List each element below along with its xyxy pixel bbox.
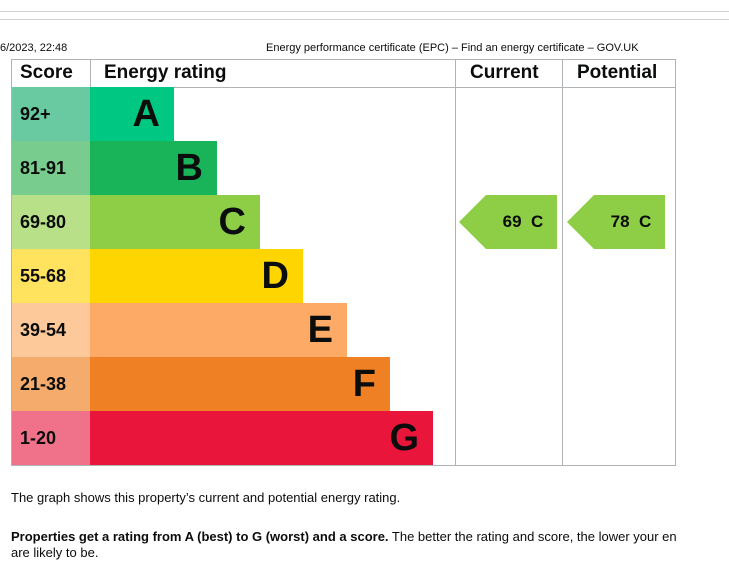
rating-explanation-line2: are likely to be.	[11, 545, 99, 560]
band-bar: C	[90, 195, 260, 249]
band-row-b: 81-91 B	[12, 141, 675, 195]
band-letter: A	[132, 93, 160, 135]
page-rule-top	[0, 11, 729, 12]
band-letter: D	[261, 255, 289, 297]
page-rule-top-2	[0, 19, 729, 20]
band-row-e: 39-54 E	[12, 303, 675, 357]
potential-rating-arrow: 78 C	[567, 195, 665, 249]
graph-description: The graph shows this property’s current …	[11, 490, 401, 505]
band-bar: A	[90, 87, 174, 141]
band-score: 55-68	[12, 249, 90, 303]
band-score: 81-91	[12, 141, 90, 195]
col-header-score: Score	[20, 62, 73, 83]
band-score: 1-20	[12, 411, 90, 465]
potential-rating-value: 78 C	[610, 212, 652, 231]
band-letter: F	[352, 363, 376, 405]
band-bar: G	[90, 411, 433, 465]
band-score: 92+	[12, 87, 90, 141]
band-letter: G	[389, 417, 419, 459]
band-letter: B	[175, 147, 203, 189]
rating-explanation: Properties get a rating from A (best) to…	[11, 529, 677, 561]
rating-explanation-bold: Properties get a rating from A (best) to…	[11, 529, 389, 544]
col-divider-current	[562, 60, 563, 465]
col-header-current: Current	[470, 62, 539, 83]
band-row-f: 21-38 F	[12, 357, 675, 411]
col-header-potential: Potential	[577, 62, 658, 83]
band-letter: E	[307, 309, 333, 351]
band-bar: D	[90, 249, 303, 303]
band-row-d: 55-68 D	[12, 249, 675, 303]
print-doc-title: Energy performance certificate (EPC) – F…	[266, 42, 639, 54]
col-divider-rating	[455, 60, 456, 465]
band-letter: C	[218, 201, 246, 243]
band-row-a: 92+ A	[12, 87, 675, 141]
current-rating-value: 69 C	[502, 212, 544, 231]
band-row-g: 1-20 G	[12, 411, 675, 465]
band-score: 21-38	[12, 357, 90, 411]
rating-explanation-rest: The better the rating and score, the low…	[388, 529, 677, 544]
col-header-rating: Energy rating	[104, 62, 227, 83]
epc-rating-graph: Score Energy rating Current Potential 92…	[11, 59, 676, 466]
band-score: 39-54	[12, 303, 90, 357]
band-row-c: 69-80 C	[12, 195, 675, 249]
print-datetime: 6/2023, 22:48	[0, 42, 68, 54]
band-bar: B	[90, 141, 217, 195]
band-bar: F	[90, 357, 390, 411]
header-divider	[12, 87, 675, 88]
band-bar: E	[90, 303, 347, 357]
band-score: 69-80	[12, 195, 90, 249]
